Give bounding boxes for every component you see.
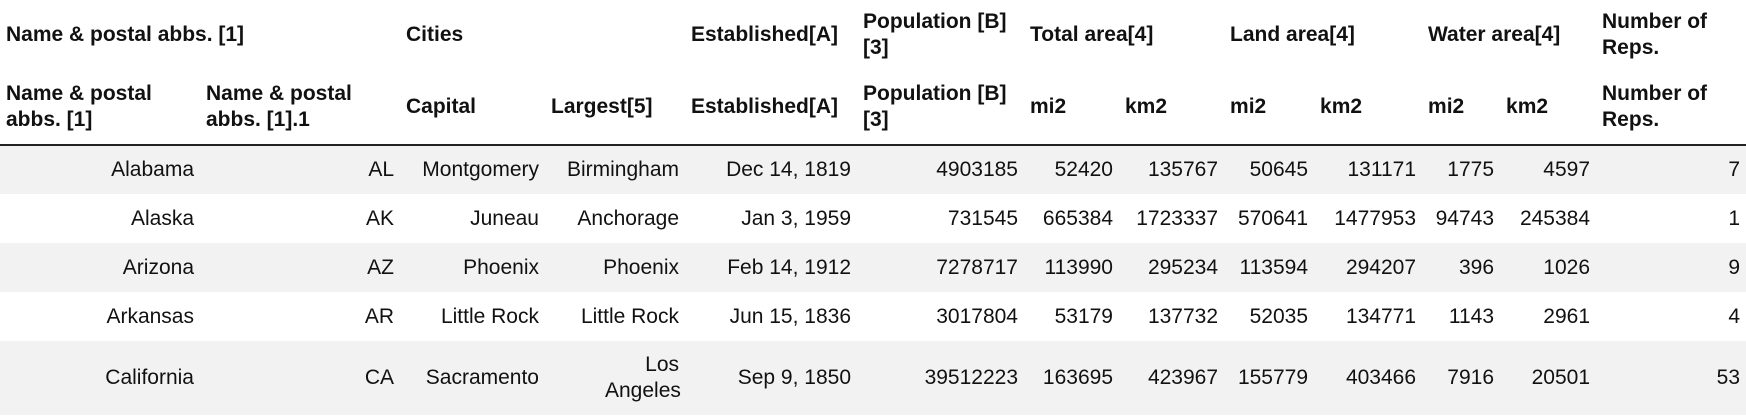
table-cell: 1723337	[1136, 206, 1219, 230]
table-cell: Arkansas	[106, 304, 194, 328]
column-header: mi2	[1030, 95, 1067, 118]
table-cell: 1477953	[1334, 206, 1417, 230]
column-header: km2	[1506, 95, 1549, 118]
column-header: Capital	[406, 95, 477, 118]
table-cell: 294207	[1345, 255, 1417, 279]
table-cell: Jan 3, 1959	[741, 206, 851, 230]
column-header: Number of Reps.	[1602, 82, 1708, 131]
table-cell: 53179	[1054, 304, 1113, 328]
table-cell: Alabama	[111, 158, 194, 181]
table-cell: Little Rock	[440, 304, 539, 328]
table-cell: Sacramento	[425, 366, 539, 389]
table-cell: Los Angeles	[605, 353, 681, 402]
table-cell: 295234	[1147, 255, 1219, 279]
table-cell: 131171	[1347, 158, 1417, 181]
table-row: Arkansas AR Little Rock Little Rock Jun …	[0, 292, 1746, 341]
table-row: Arizona AZ Phoenix Phoenix Feb 14, 1912 …	[0, 243, 1746, 292]
table-row: California CA Sacramento Los Angeles Sep…	[0, 341, 1746, 415]
header-group-reps: Number of Reps.	[1602, 10, 1708, 59]
table-cell: 4903185	[936, 158, 1018, 181]
table-cell: 245384	[1519, 206, 1591, 230]
table-cell: 134771	[1345, 304, 1417, 328]
column-header: Largest[5]	[551, 95, 653, 118]
table-cell: Phoenix	[603, 255, 679, 279]
table-cell: 4	[1728, 304, 1741, 328]
table-cell: 423967	[1147, 366, 1219, 389]
table-cell: AZ	[367, 255, 394, 279]
table-cell: 163695	[1042, 366, 1113, 389]
column-header: Name & postal abbs. [1].1	[206, 82, 352, 131]
table-cell: Arizona	[122, 255, 194, 279]
table-cell: 50645	[1249, 158, 1309, 181]
table-cell: 3017804	[936, 304, 1018, 328]
header-group-established: Established[A]	[691, 23, 839, 46]
table-cell: 7278717	[936, 255, 1018, 279]
table-cell: 4597	[1543, 158, 1591, 181]
table-cell: Jun 15, 1836	[729, 304, 851, 328]
table-cell: California	[105, 366, 194, 389]
table-cell: AR	[364, 304, 394, 328]
table-cell: 570641	[1237, 206, 1309, 230]
table-cell: 1775	[1447, 158, 1495, 181]
table-cell: Feb 14, 1912	[727, 255, 851, 279]
table-cell: AL	[368, 158, 394, 181]
table-cell: 94743	[1435, 206, 1495, 230]
table-cell: 135767	[1147, 158, 1219, 181]
table-cell: 53	[1716, 366, 1741, 389]
table-cell: 155779	[1237, 366, 1309, 389]
column-header: km2	[1320, 95, 1363, 118]
header-group-population: Population [B][3]	[863, 10, 1007, 59]
table-cell: 39512223	[924, 366, 1018, 389]
header-group-cities: Cities	[406, 23, 464, 46]
header-row-columns: Name & postal abbs. [1] Name & postal ab…	[0, 70, 1746, 145]
table-cell: 9	[1728, 255, 1741, 279]
table-cell: Juneau	[470, 206, 539, 230]
table-cell: 52420	[1054, 158, 1113, 181]
table-cell: Phoenix	[463, 255, 539, 279]
table-cell: 113990	[1044, 255, 1113, 279]
table-cell: Montgomery	[422, 158, 539, 181]
table-cell: 731545	[947, 206, 1018, 230]
table-cell: 665384	[1042, 206, 1113, 230]
table-cell: 1026	[1543, 255, 1591, 279]
table-row: Alabama AL Montgomery Birmingham Dec 14,…	[0, 145, 1746, 194]
table-cell: 20501	[1531, 366, 1591, 389]
column-header: Name & postal abbs. [1]	[6, 82, 152, 131]
table-cell: Little Rock	[580, 304, 679, 328]
table-cell: 7916	[1447, 366, 1495, 389]
table-cell: Dec 14, 1819	[726, 158, 851, 181]
table-cell: CA	[364, 366, 394, 389]
header-row-group: Name & postal abbs. [1] Cities Establish…	[0, 0, 1746, 70]
table-cell: 52035	[1249, 304, 1309, 328]
header-group-total-area: Total area[4]	[1030, 23, 1154, 46]
table-cell: 2961	[1543, 304, 1591, 328]
table-row: Alaska AK Juneau Anchorage Jan 3, 1959 7…	[0, 194, 1746, 243]
table-cell: 403466	[1345, 366, 1417, 389]
table-cell: 113594	[1239, 255, 1309, 279]
column-header: Established[A]	[691, 95, 839, 118]
header-group-name: Name & postal abbs. [1]	[6, 23, 245, 46]
table-cell: 1143	[1448, 304, 1495, 328]
column-header: km2	[1125, 95, 1168, 118]
column-header: Population [B][3]	[863, 82, 1007, 131]
table-cell: 396	[1458, 255, 1495, 279]
header-group-water-area: Water area[4]	[1428, 23, 1561, 46]
header-group-land-area: Land area[4]	[1230, 23, 1355, 46]
table-cell: 7	[1728, 158, 1741, 181]
table-cell: 137732	[1147, 304, 1219, 328]
table-cell: 1	[1728, 206, 1741, 230]
column-header: mi2	[1428, 95, 1465, 118]
table-cell: Alaska	[130, 206, 194, 230]
table-cell: Birmingham	[566, 158, 679, 181]
table-cell: Sep 9, 1850	[737, 366, 851, 389]
column-header: mi2	[1230, 95, 1267, 118]
table-cell: Anchorage	[577, 206, 679, 230]
table-cell: AK	[365, 206, 394, 230]
